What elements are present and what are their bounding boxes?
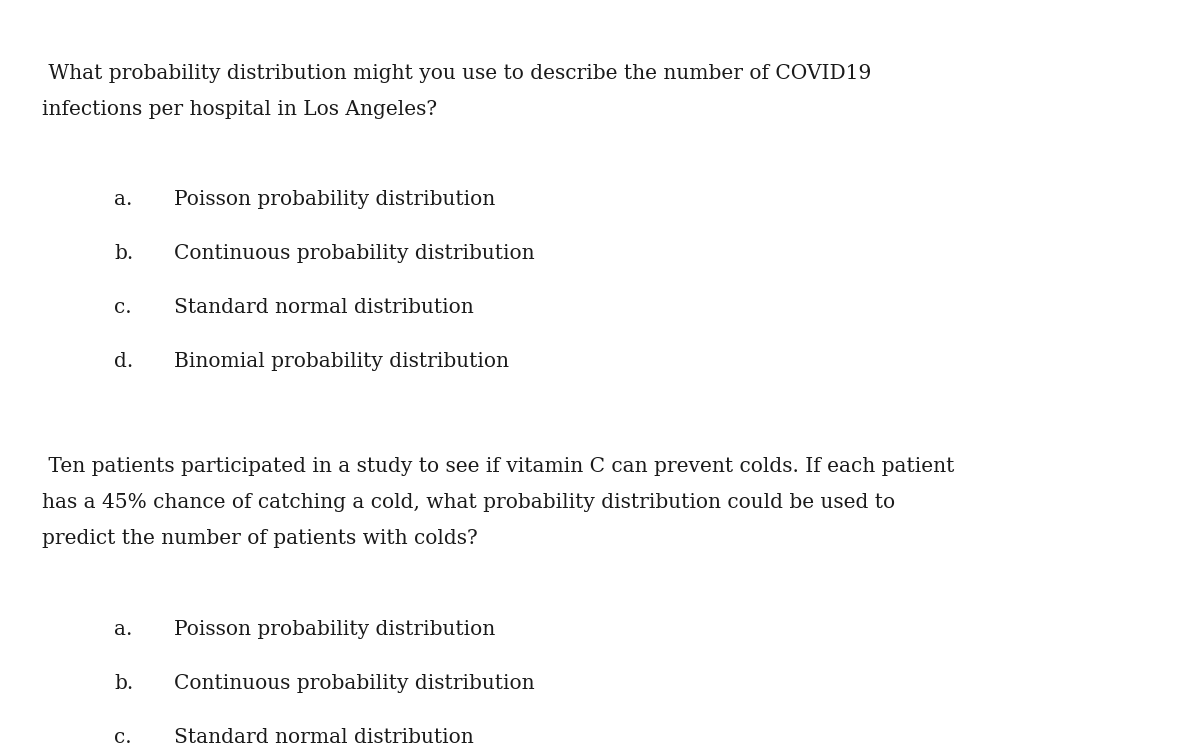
Text: Ten patients participated in a study to see if vitamin C can prevent colds. If e: Ten patients participated in a study to … <box>42 457 954 476</box>
Text: Poisson probability distribution: Poisson probability distribution <box>174 620 496 638</box>
Text: c.: c. <box>114 298 132 317</box>
Text: Continuous probability distribution: Continuous probability distribution <box>174 244 535 263</box>
Text: Binomial probability distribution: Binomial probability distribution <box>174 352 509 371</box>
Text: b.: b. <box>114 674 133 692</box>
Text: predict the number of patients with colds?: predict the number of patients with cold… <box>42 529 478 548</box>
Text: infections per hospital in Los Angeles?: infections per hospital in Los Angeles? <box>42 100 437 119</box>
Text: Poisson probability distribution: Poisson probability distribution <box>174 190 496 209</box>
Text: Continuous probability distribution: Continuous probability distribution <box>174 674 535 692</box>
Text: Standard normal distribution: Standard normal distribution <box>174 728 474 746</box>
Text: a.: a. <box>114 620 132 638</box>
Text: a.: a. <box>114 190 132 209</box>
Text: d.: d. <box>114 352 133 371</box>
Text: has a 45% chance of catching a cold, what probability distribution could be used: has a 45% chance of catching a cold, wha… <box>42 493 895 512</box>
Text: What probability distribution might you use to describe the number of COVID19: What probability distribution might you … <box>42 64 871 83</box>
Text: b.: b. <box>114 244 133 263</box>
Text: Standard normal distribution: Standard normal distribution <box>174 298 474 317</box>
Text: c.: c. <box>114 728 132 746</box>
